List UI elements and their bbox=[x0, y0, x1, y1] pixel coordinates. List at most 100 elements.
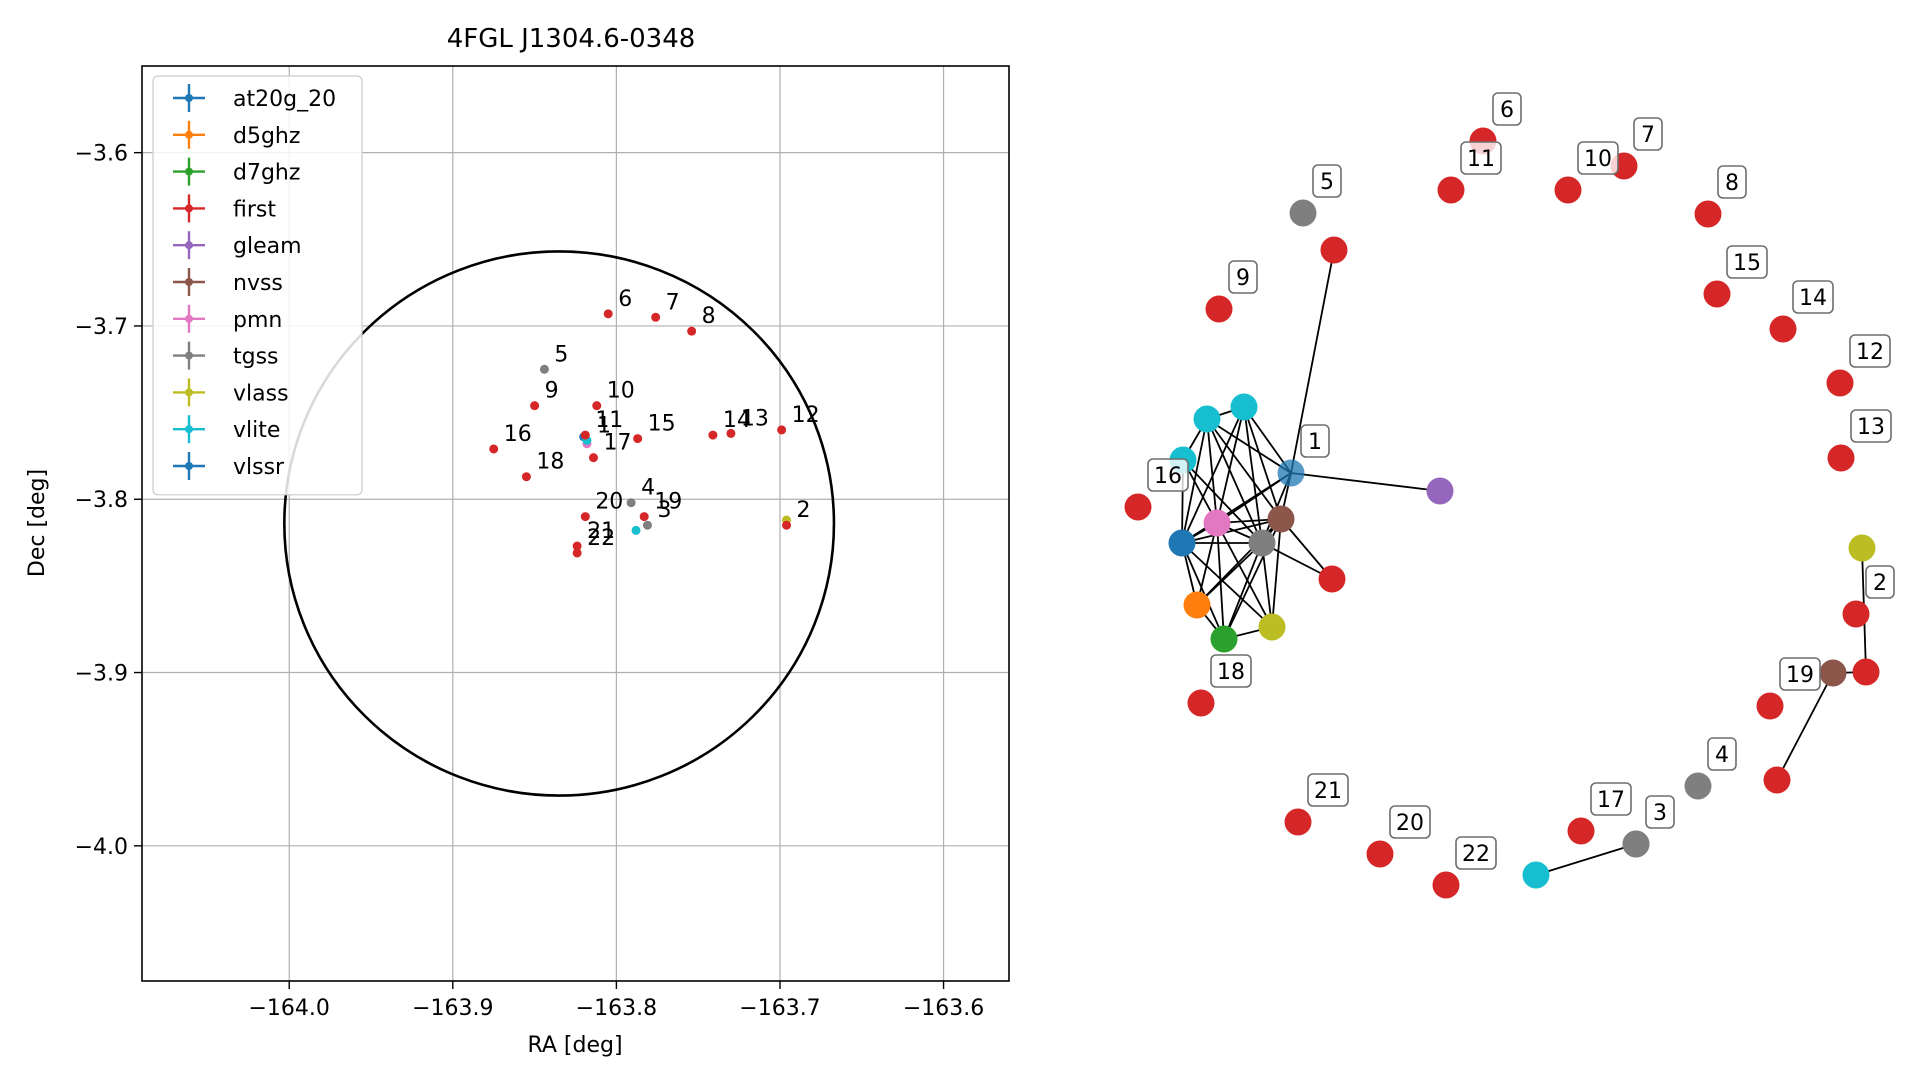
legend-entry: gleam bbox=[233, 234, 302, 259]
node-label: 12 bbox=[1856, 340, 1884, 365]
x-tick-label: −164.0 bbox=[249, 996, 330, 1021]
point-label: 16 bbox=[504, 422, 532, 447]
point-label: 12 bbox=[792, 403, 820, 428]
point-label: 11 bbox=[595, 408, 623, 433]
legend-marker-dot bbox=[185, 94, 193, 102]
legend-entry: tgss bbox=[233, 345, 279, 370]
legend-marker-dot bbox=[185, 167, 193, 176]
graph-node bbox=[1703, 280, 1731, 308]
graph-node bbox=[1848, 534, 1876, 562]
point-label: 7 bbox=[666, 290, 680, 315]
graph-edge bbox=[1290, 472, 1441, 492]
node-label-box bbox=[1455, 836, 1497, 870]
node-label-box bbox=[1645, 795, 1675, 829]
graph-node bbox=[1210, 625, 1238, 653]
x-tick-label: −163.9 bbox=[412, 996, 493, 1021]
node-label: 5 bbox=[1320, 170, 1334, 195]
node-label-box bbox=[1577, 141, 1619, 175]
node-label-box bbox=[1307, 773, 1349, 807]
x-tick-label: −163.6 bbox=[903, 996, 984, 1021]
y-tick-label: −3.9 bbox=[75, 662, 128, 687]
graph-node bbox=[1289, 199, 1317, 227]
node-label: 14 bbox=[1799, 286, 1827, 311]
node-label: 19 bbox=[1786, 663, 1814, 688]
node-label-box bbox=[1389, 805, 1431, 839]
uncertainty-ellipse bbox=[283, 250, 836, 797]
point-label: 18 bbox=[536, 450, 564, 475]
node-label-box bbox=[1849, 334, 1891, 368]
graph-edge bbox=[1216, 522, 1273, 628]
node-label: 15 bbox=[1733, 251, 1761, 276]
graph-node bbox=[1826, 369, 1854, 397]
graph-node bbox=[1203, 509, 1231, 537]
point-label: 4 bbox=[641, 476, 655, 501]
data-point bbox=[633, 434, 643, 444]
graph-node bbox=[1193, 405, 1221, 433]
node-label: 16 bbox=[1154, 464, 1182, 489]
node-label-box bbox=[1210, 654, 1252, 688]
point-label: 20 bbox=[595, 490, 623, 515]
x-axis-label: RA [deg] bbox=[527, 1033, 622, 1058]
data-point bbox=[687, 326, 697, 336]
node-label: 6 bbox=[1500, 98, 1514, 123]
data-point bbox=[572, 541, 582, 551]
point-label: 19 bbox=[654, 490, 682, 515]
chart-title: 4FGL J1304.6-0348 bbox=[447, 24, 696, 54]
point-label: 5 bbox=[554, 342, 568, 367]
ellipse-outline bbox=[283, 250, 836, 797]
legend-marker-dot bbox=[185, 204, 193, 213]
graph-node bbox=[1205, 295, 1233, 323]
node-label: 18 bbox=[1217, 660, 1245, 685]
legend-entry: d5ghz bbox=[233, 124, 300, 149]
node-label-box bbox=[1492, 92, 1522, 126]
graph-node bbox=[1522, 861, 1550, 889]
legend-marker-dot bbox=[185, 130, 193, 139]
data-point bbox=[626, 498, 636, 508]
graph-edge bbox=[1206, 418, 1218, 524]
node-label-box bbox=[1707, 737, 1737, 771]
point-label: 13 bbox=[741, 406, 769, 431]
point-label: 8 bbox=[702, 304, 716, 329]
legend-entry: vlass bbox=[233, 381, 289, 406]
graph-node bbox=[1258, 613, 1286, 641]
legend-marker-dot bbox=[185, 314, 193, 323]
graph-node bbox=[1318, 565, 1346, 593]
graph-edge bbox=[1776, 672, 1834, 781]
graph-edge bbox=[1243, 406, 1282, 520]
point-label: 9 bbox=[545, 379, 559, 404]
data-point bbox=[572, 548, 582, 558]
y-tick-label: −3.8 bbox=[75, 488, 128, 513]
node-label-box bbox=[1228, 260, 1258, 294]
node-label: 17 bbox=[1597, 788, 1625, 813]
node-label-box bbox=[1779, 657, 1821, 691]
legend-box bbox=[152, 75, 363, 496]
y-tick-label: −3.7 bbox=[75, 315, 128, 340]
graph-node bbox=[1432, 871, 1460, 899]
x-ticks: −164.0 −163.9 −163.8 −163.7 −163.6 bbox=[249, 981, 984, 1021]
data-points bbox=[489, 309, 792, 558]
node-label: 11 bbox=[1467, 147, 1495, 172]
point-label: 17 bbox=[603, 431, 631, 456]
data-point bbox=[639, 512, 649, 522]
data-point bbox=[651, 312, 661, 322]
graph-edge bbox=[1181, 518, 1282, 544]
plot-frame bbox=[141, 65, 1010, 982]
legend-marker-dot bbox=[185, 278, 193, 286]
graph-edge bbox=[1223, 542, 1263, 640]
legend-entry: vlssr bbox=[233, 455, 285, 480]
node-label: 4 bbox=[1715, 743, 1729, 768]
graph-edge bbox=[1206, 418, 1282, 520]
graph-edge bbox=[1216, 406, 1245, 524]
graph-node bbox=[1437, 176, 1465, 204]
graph-node bbox=[1267, 505, 1295, 533]
data-point bbox=[489, 444, 499, 454]
graph-node bbox=[1842, 600, 1870, 628]
legend: at20g_20 d5ghz d7ghz first gleam nvss pmn tgss v… bbox=[152, 75, 363, 496]
legend-marker-dot bbox=[185, 351, 193, 360]
graph-node bbox=[1124, 493, 1152, 521]
node-label: 7 bbox=[1641, 123, 1655, 148]
